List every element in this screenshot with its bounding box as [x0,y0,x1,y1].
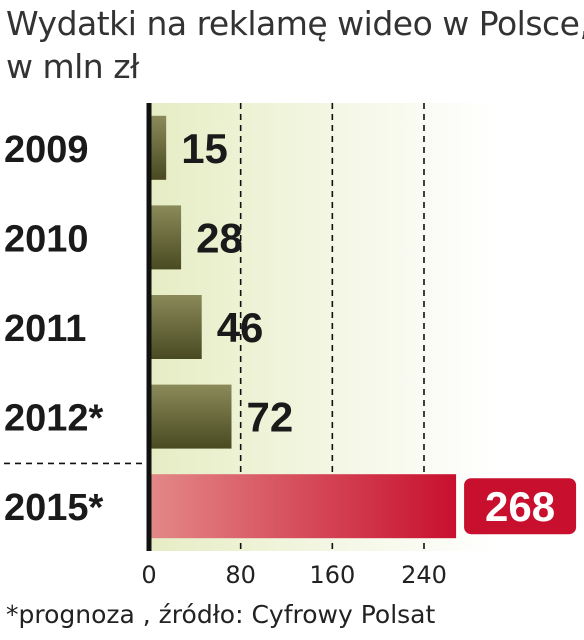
x-tick-label-240: 240 [401,561,447,589]
value-label-2012: 72 [247,394,294,441]
bar-2011 [149,295,202,359]
category-label-2009: 2009 [4,129,89,171]
value-label-2015: 268 [485,483,555,530]
x-tick-label-160: 160 [309,561,355,589]
bar-2012 [149,384,232,449]
value-label-2010: 28 [196,214,243,261]
bar-2015 [149,474,457,539]
bar-2009 [149,115,167,180]
bars [149,115,457,539]
chart-title-line-2: w mln zł [6,47,139,86]
x-tick-label-0: 0 [141,561,156,589]
value-badge-2015 [464,478,577,535]
category-label-2010: 2010 [4,218,89,260]
chart-title: Wydatki na reklamę wideo w Polsce, w mln… [6,2,584,88]
bar-2010 [149,205,182,270]
bar-chart: 2009 15 2010 28 2011 46 2012* 72 2015* 268 0 80 160… [4,103,577,589]
category-label-2011: 2011 [4,308,86,350]
value-label-2009: 15 [181,125,228,172]
labels: 2009 15 2010 28 2011 46 2012* 72 2015* 268 [4,125,577,535]
footnote: *prognoza , źródło: Cyfrowy Polsat [6,600,436,629]
axis: 0 80 160 240 [141,103,447,589]
x-tick-label-80: 80 [225,561,256,589]
chart-title-line-1: Wydatki na reklamę wideo w Polsce, [6,4,584,43]
category-label-2012: 2012* [4,398,104,440]
gridlines [239,103,425,551]
value-label-2011: 46 [217,304,264,351]
category-label-2015: 2015* [4,487,104,529]
